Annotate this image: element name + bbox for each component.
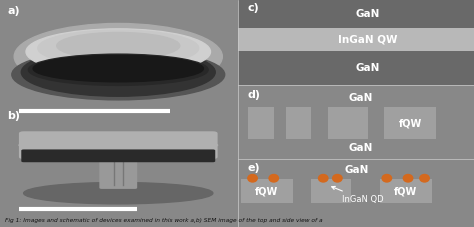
Ellipse shape [57, 32, 180, 59]
Ellipse shape [14, 23, 222, 90]
Text: InGaN QW: InGaN QW [338, 35, 398, 44]
Ellipse shape [21, 48, 215, 96]
Ellipse shape [420, 175, 429, 182]
Ellipse shape [9, 59, 227, 97]
Text: GaN: GaN [349, 143, 373, 153]
Text: GaN: GaN [356, 9, 380, 19]
Bar [241, 179, 292, 203]
Ellipse shape [26, 29, 210, 75]
Bar [311, 179, 352, 203]
FancyBboxPatch shape [21, 149, 215, 162]
Bar [238, 0, 474, 28]
Text: e): e) [248, 163, 261, 173]
Ellipse shape [12, 49, 225, 100]
Text: d): d) [248, 89, 261, 100]
Ellipse shape [12, 176, 225, 206]
Text: GaN: GaN [356, 63, 380, 73]
Bar [285, 107, 311, 139]
Text: Fig 1: Images and schematic of devices examined in this work a,b) SEM image of t: Fig 1: Images and schematic of devices e… [5, 218, 322, 223]
Text: fQW: fQW [255, 186, 278, 196]
Ellipse shape [333, 175, 342, 182]
Ellipse shape [38, 30, 199, 66]
Ellipse shape [28, 54, 208, 85]
Bar [238, 51, 474, 85]
Bar [238, 28, 474, 51]
Ellipse shape [19, 140, 218, 151]
Ellipse shape [33, 55, 203, 82]
Ellipse shape [319, 175, 328, 182]
Text: b): b) [7, 111, 20, 121]
Ellipse shape [269, 175, 278, 182]
Text: InGaN QD: InGaN QD [332, 186, 383, 204]
Text: a): a) [7, 6, 20, 16]
Text: GaN: GaN [344, 165, 368, 175]
Ellipse shape [24, 183, 213, 204]
Text: GaN: GaN [349, 93, 373, 103]
Text: c): c) [248, 2, 260, 12]
Ellipse shape [403, 175, 413, 182]
Text: fQW: fQW [394, 186, 417, 196]
FancyBboxPatch shape [100, 153, 137, 189]
FancyBboxPatch shape [19, 131, 218, 159]
Ellipse shape [382, 175, 392, 182]
Bar [248, 107, 274, 139]
Bar [384, 107, 436, 139]
Ellipse shape [248, 175, 257, 182]
Bar [380, 179, 432, 203]
Bar [328, 107, 368, 139]
Text: fQW: fQW [399, 118, 422, 128]
